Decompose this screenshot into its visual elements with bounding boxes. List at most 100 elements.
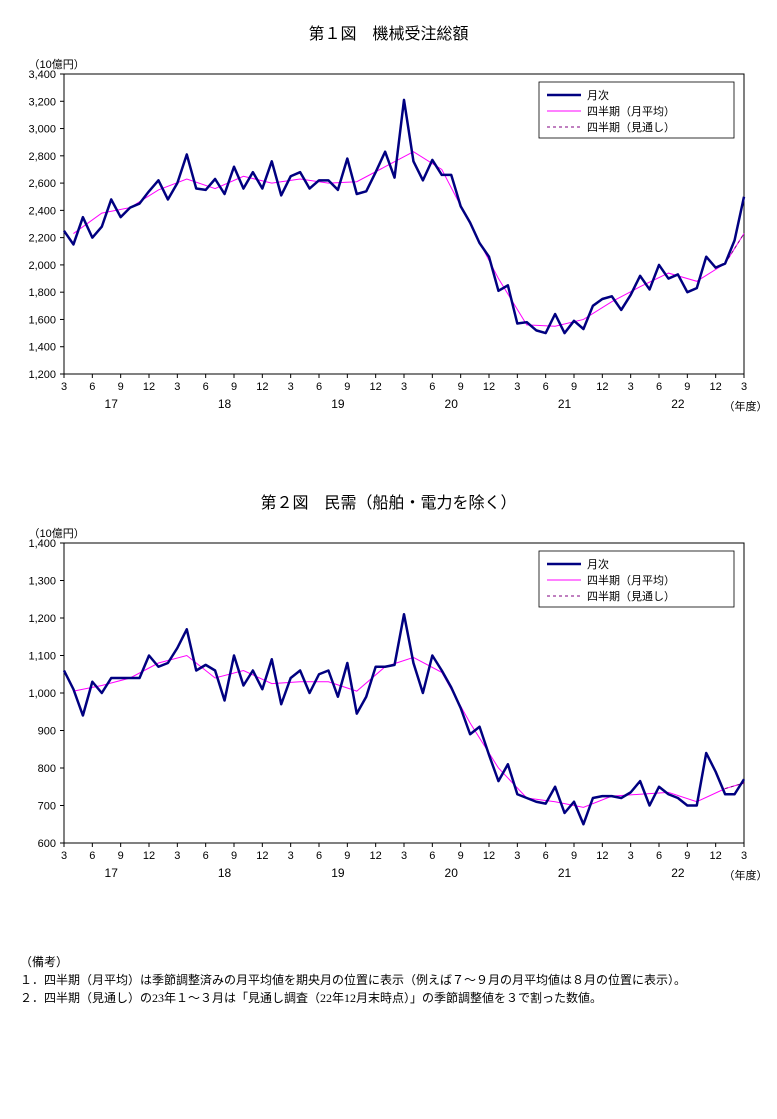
svg-text:2,000: 2,000 bbox=[28, 260, 56, 272]
svg-text:12: 12 bbox=[256, 850, 268, 862]
svg-text:1,800: 1,800 bbox=[28, 287, 56, 299]
svg-text:6: 6 bbox=[89, 850, 95, 862]
svg-text:1,200: 1,200 bbox=[28, 613, 56, 625]
svg-text:3: 3 bbox=[60, 381, 66, 393]
svg-text:9: 9 bbox=[117, 850, 123, 862]
footnote-2: ２．四半期（見通し）の23年１～３月は「見通し調査（22年12月末時点）」の季節… bbox=[20, 989, 757, 1007]
svg-text:3,200: 3,200 bbox=[28, 96, 56, 108]
svg-text:1,000: 1,000 bbox=[28, 688, 56, 700]
chart1-x-unit: （年度） bbox=[724, 398, 768, 414]
chart2-container: （10億円） 6007008009001,0001,1001,2001,3001… bbox=[9, 523, 769, 923]
svg-text:12: 12 bbox=[596, 850, 608, 862]
svg-text:3: 3 bbox=[287, 381, 293, 393]
svg-text:2,200: 2,200 bbox=[28, 233, 56, 245]
svg-text:2,400: 2,400 bbox=[28, 205, 56, 217]
svg-text:3: 3 bbox=[174, 381, 180, 393]
svg-text:3: 3 bbox=[287, 850, 293, 862]
svg-text:6: 6 bbox=[655, 381, 661, 393]
svg-text:21: 21 bbox=[557, 866, 571, 880]
footnotes: （備考） １．四半期（月平均）は季節調整済みの月平均値を期央月の位置に表示（例え… bbox=[20, 953, 757, 1007]
svg-text:9: 9 bbox=[230, 850, 236, 862]
svg-text:9: 9 bbox=[344, 850, 350, 862]
chart2-title: 第２図 民需（船舶・電力を除く） bbox=[0, 489, 777, 513]
chart2-svg: 6007008009001,0001,1001,2001,3001,400369… bbox=[9, 523, 769, 923]
svg-text:1,100: 1,100 bbox=[28, 651, 56, 663]
svg-text:12: 12 bbox=[482, 850, 494, 862]
svg-text:12: 12 bbox=[142, 381, 154, 393]
svg-text:2,600: 2,600 bbox=[28, 178, 56, 190]
svg-text:四半期（月平均）: 四半期（月平均） bbox=[587, 104, 675, 118]
svg-text:19: 19 bbox=[331, 397, 345, 411]
svg-text:1,600: 1,600 bbox=[28, 314, 56, 326]
svg-text:9: 9 bbox=[230, 381, 236, 393]
svg-text:18: 18 bbox=[217, 866, 231, 880]
svg-text:12: 12 bbox=[369, 850, 381, 862]
svg-text:20: 20 bbox=[444, 397, 458, 411]
svg-text:12: 12 bbox=[596, 381, 608, 393]
svg-text:9: 9 bbox=[344, 381, 350, 393]
svg-text:19: 19 bbox=[331, 866, 345, 880]
svg-text:3: 3 bbox=[400, 381, 406, 393]
chart1-svg: 1,200 1,400 1,600 1,800 2,000 2,200 2,400 2,600… bbox=[9, 54, 769, 454]
svg-text:3: 3 bbox=[627, 850, 633, 862]
svg-text:6: 6 bbox=[542, 850, 548, 862]
svg-text:6: 6 bbox=[315, 850, 321, 862]
svg-text:9: 9 bbox=[570, 850, 576, 862]
svg-text:12: 12 bbox=[369, 381, 381, 393]
footnote-header: （備考） bbox=[20, 953, 757, 971]
svg-text:3: 3 bbox=[740, 381, 746, 393]
svg-text:22: 22 bbox=[671, 866, 685, 880]
svg-text:2,800: 2,800 bbox=[28, 151, 56, 163]
svg-text:6: 6 bbox=[89, 381, 95, 393]
chart1-y-unit: （10億円） bbox=[29, 56, 85, 72]
svg-text:6: 6 bbox=[315, 381, 321, 393]
svg-text:3: 3 bbox=[514, 850, 520, 862]
svg-text:17: 17 bbox=[104, 866, 118, 880]
chart2-y-unit: （10億円） bbox=[29, 525, 85, 541]
svg-text:3: 3 bbox=[60, 850, 66, 862]
svg-text:800: 800 bbox=[37, 763, 55, 775]
svg-text:1,300: 1,300 bbox=[28, 576, 56, 588]
svg-text:6: 6 bbox=[542, 381, 548, 393]
svg-text:3: 3 bbox=[627, 381, 633, 393]
svg-text:1,400: 1,400 bbox=[28, 342, 56, 354]
svg-text:9: 9 bbox=[457, 381, 463, 393]
svg-text:18: 18 bbox=[217, 397, 231, 411]
svg-text:900: 900 bbox=[37, 726, 55, 738]
svg-text:21: 21 bbox=[557, 397, 571, 411]
page: 第１図 機械受注総額 （10億円） 1,2001,4001,6001,8002,… bbox=[0, 20, 777, 1119]
svg-text:6: 6 bbox=[655, 850, 661, 862]
svg-text:3: 3 bbox=[514, 381, 520, 393]
chart1-container: （10億円） 1,200 1,400 1,600 1,800 2,000 2,200 2,4… bbox=[9, 54, 769, 454]
chart2-x-unit: （年度） bbox=[724, 867, 768, 883]
svg-text:12: 12 bbox=[709, 850, 721, 862]
svg-text:9: 9 bbox=[117, 381, 123, 393]
svg-text:12: 12 bbox=[142, 850, 154, 862]
svg-text:6: 6 bbox=[202, 381, 208, 393]
svg-text:9: 9 bbox=[457, 850, 463, 862]
svg-text:9: 9 bbox=[684, 850, 690, 862]
svg-text:3: 3 bbox=[400, 850, 406, 862]
svg-text:9: 9 bbox=[684, 381, 690, 393]
svg-text:四半期（月平均）: 四半期（月平均） bbox=[587, 573, 675, 587]
svg-text:9: 9 bbox=[570, 381, 576, 393]
svg-text:12: 12 bbox=[256, 381, 268, 393]
svg-text:月次: 月次 bbox=[587, 88, 609, 102]
svg-text:17: 17 bbox=[104, 397, 118, 411]
svg-text:3: 3 bbox=[740, 850, 746, 862]
svg-text:6: 6 bbox=[429, 850, 435, 862]
svg-text:6: 6 bbox=[429, 381, 435, 393]
svg-text:600: 600 bbox=[37, 838, 55, 850]
svg-text:12: 12 bbox=[482, 381, 494, 393]
svg-text:12: 12 bbox=[709, 381, 721, 393]
svg-text:700: 700 bbox=[37, 801, 55, 813]
footnote-1: １．四半期（月平均）は季節調整済みの月平均値を期央月の位置に表示（例えば７～９月… bbox=[20, 971, 757, 989]
svg-text:月次: 月次 bbox=[587, 557, 609, 571]
svg-text:四半期（見通し）: 四半期（見通し） bbox=[587, 589, 675, 603]
svg-text:6: 6 bbox=[202, 850, 208, 862]
svg-text:20: 20 bbox=[444, 866, 458, 880]
svg-text:3: 3 bbox=[174, 850, 180, 862]
svg-text:1,200: 1,200 bbox=[28, 369, 56, 381]
svg-text:四半期（見通し）: 四半期（見通し） bbox=[587, 120, 675, 134]
svg-text:3,000: 3,000 bbox=[28, 124, 56, 136]
